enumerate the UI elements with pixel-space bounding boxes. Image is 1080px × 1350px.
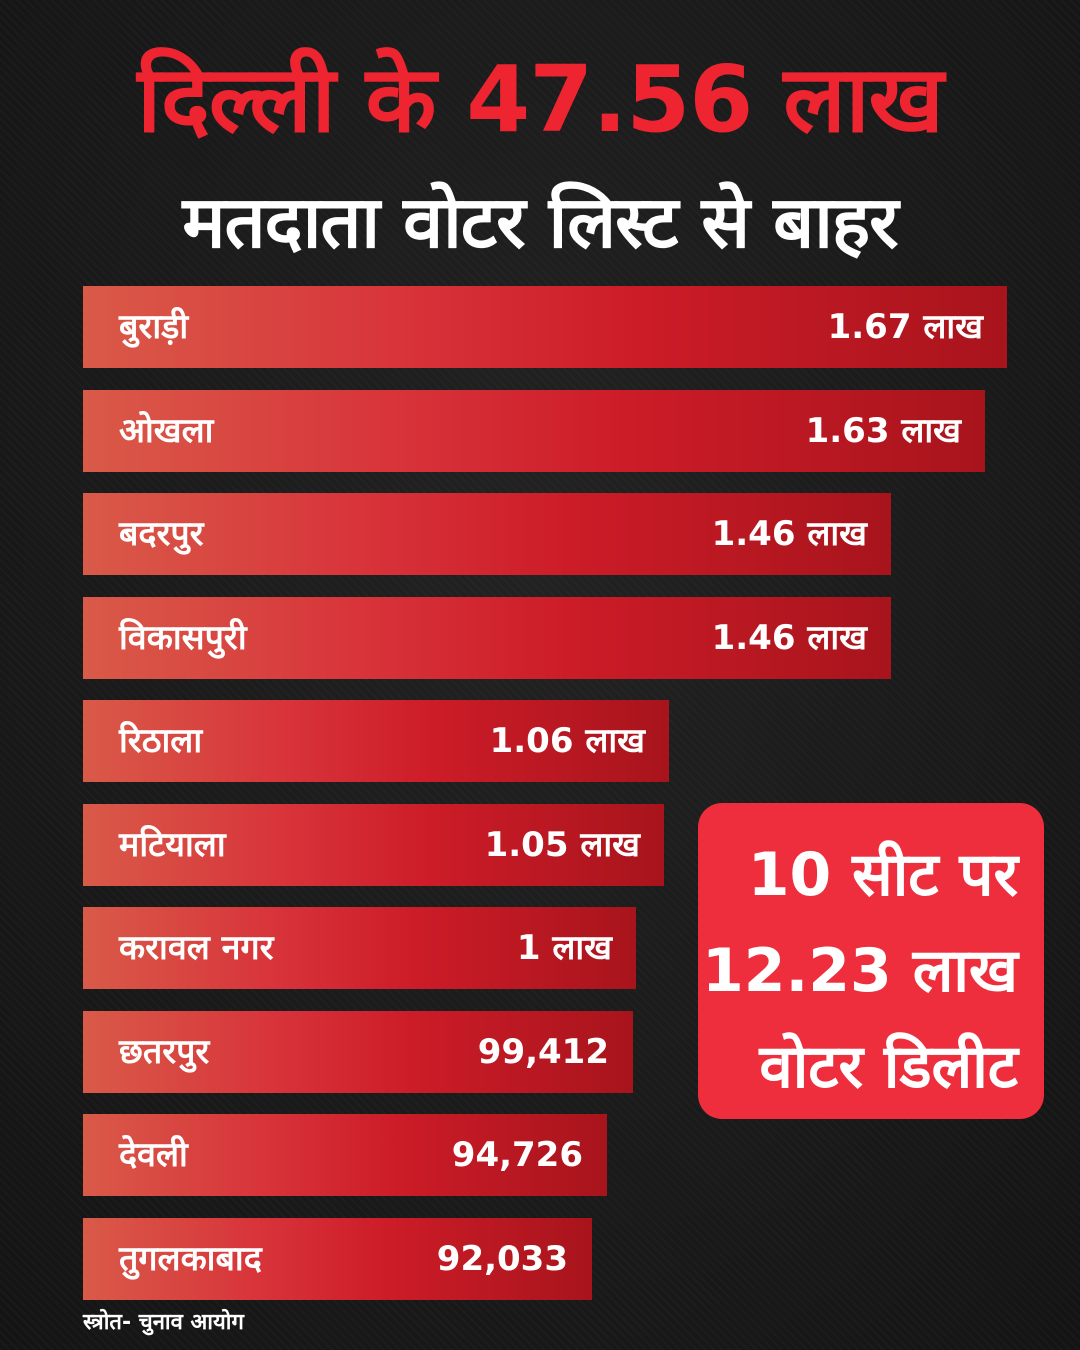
callout-line2: 12.23 लाख [702, 936, 1018, 1006]
bar-value-label: 1.63 लाख [805, 411, 961, 451]
bar-value-label: 99,412 [477, 1032, 609, 1072]
bar: मटियाला 1.05 लाख [83, 804, 664, 886]
bar-value-label: 1 लाख [516, 928, 612, 968]
callout-line1: 10 सीट पर [747, 840, 1018, 910]
bar-category-label: तुगलकाबाद [119, 1239, 262, 1279]
bar: तुगलकाबाद 92,033 [83, 1218, 592, 1300]
bar-category-label: करावल नगर [119, 928, 274, 968]
bar-value-label: 1.05 लाख [484, 825, 640, 865]
callout-line3: वोटर डिलीट [759, 1032, 1018, 1102]
bar: देवली 94,726 [83, 1114, 607, 1196]
bar-value-label: 1.06 लाख [489, 721, 645, 761]
bar-category-label: बुराड़ी [119, 307, 189, 347]
bar-category-label: देवली [119, 1135, 188, 1175]
bar-category-label: रिठाला [119, 721, 203, 761]
bar-value-label: 1.46 लाख [711, 618, 867, 658]
bar-value-label: 1.46 लाख [711, 514, 867, 554]
bar-value-label: 92,033 [436, 1239, 568, 1279]
bar-category-label: मटियाला [119, 825, 226, 865]
page-title-line2: मतदाता वोटर लिस्ट से बाहर [182, 180, 898, 264]
bar: विकासपुरी 1.46 लाख [83, 597, 891, 679]
summary-callout: 10 सीट पर 12.23 लाख वोटर डिलीट [698, 803, 1044, 1119]
bar: बदरपुर 1.46 लाख [83, 493, 891, 575]
page-title-line1: दिल्ली के 47.56 लाख [137, 46, 944, 153]
bar: छतरपुर 99,412 [83, 1011, 633, 1093]
bar: करावल नगर 1 लाख [83, 907, 636, 989]
bar: ओखला 1.63 लाख [83, 390, 985, 472]
source-note: स्त्रोत- चुनाव आयोग [83, 1310, 244, 1335]
bar-value-label: 94,726 [451, 1135, 583, 1175]
bar: बुराड़ी 1.67 लाख [83, 286, 1007, 368]
bar: रिठाला 1.06 लाख [83, 700, 669, 782]
bar-category-label: छतरपुर [119, 1032, 210, 1072]
bar-category-label: ओखला [119, 411, 214, 451]
bar-category-label: बदरपुर [119, 514, 204, 554]
bar-value-label: 1.67 लाख [827, 307, 983, 347]
bar-category-label: विकासपुरी [119, 618, 247, 658]
